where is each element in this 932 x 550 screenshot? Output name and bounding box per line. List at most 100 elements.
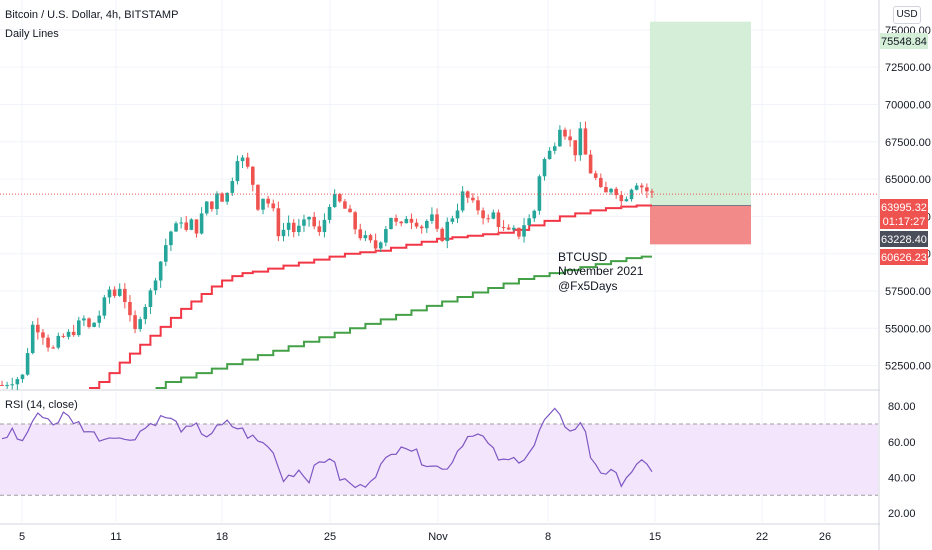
candle-body <box>143 306 148 320</box>
candle-body <box>112 289 117 296</box>
candle-body <box>235 161 240 182</box>
target-tag <box>880 33 928 49</box>
currency-button[interactable]: USD <box>893 6 921 24</box>
candle-body <box>20 374 25 380</box>
candle-body <box>123 288 127 303</box>
candle-body <box>199 213 204 234</box>
candle-body <box>414 222 419 227</box>
candle-body <box>332 194 337 207</box>
target-zone <box>650 21 751 245</box>
candle-body <box>419 226 424 229</box>
last-price-tag <box>880 199 928 229</box>
price-axis[interactable]: 52500.0055000.0057500.0060000.0062500.00… <box>878 0 931 550</box>
candle-body <box>291 222 296 233</box>
rsi-band <box>0 424 878 496</box>
time-axis[interactable]: 5 11 18 25 Nov 8 15 22 26 <box>0 523 880 543</box>
daily-lines <box>89 204 652 389</box>
rsi-tick-label: 40.00 <box>888 472 916 484</box>
candle-body <box>76 320 81 336</box>
candle-body <box>491 212 496 219</box>
price-tick-label: 55000.00 <box>885 323 931 335</box>
candle-body <box>440 228 444 241</box>
candle-body <box>25 353 30 375</box>
candle-body <box>368 235 373 241</box>
candle-body <box>215 193 219 210</box>
candle-body <box>517 227 521 237</box>
rsi-tick-label: 80.00 <box>888 401 916 413</box>
candle-body <box>148 290 153 307</box>
annotation-line-2: November 2021 <box>558 264 644 278</box>
candle-body <box>286 222 291 230</box>
candle-body <box>184 222 189 230</box>
time-tick-label: 18 <box>216 531 228 543</box>
candle-body <box>87 318 91 327</box>
target-tag-label: 75548.84 <box>881 36 927 48</box>
rsi-legend[interactable]: RSI (14, close) <box>5 399 78 411</box>
time-tick-label: 22 <box>756 531 768 543</box>
candle-body <box>537 176 542 211</box>
candle-body <box>394 217 398 222</box>
candle-body <box>56 335 61 348</box>
candle-body <box>384 229 388 243</box>
candle-body <box>348 208 352 213</box>
candle-body <box>312 216 317 227</box>
candle-body <box>378 242 383 249</box>
rsi-line <box>1 407 653 489</box>
candle-body <box>645 187 649 192</box>
price-tags: 75548.84 63995.32 01:17:27 63228.40 6062… <box>880 33 928 265</box>
candle-body <box>15 379 20 385</box>
symbol-legend[interactable]: Bitcoin / U.S. Dollar, 4h, BITSTAMP <box>5 9 179 21</box>
candle-body <box>558 129 562 147</box>
daily-line-red <box>89 204 652 389</box>
candle-body <box>629 189 634 200</box>
time-tick-label: Nov <box>428 531 448 543</box>
candle-body <box>256 184 260 210</box>
candle-body <box>10 384 15 386</box>
candle-body <box>0 385 4 387</box>
candle-body <box>250 166 255 185</box>
target-zone-rect <box>650 21 751 206</box>
candle-body <box>430 214 434 221</box>
candle-body <box>92 322 96 327</box>
stop-tag <box>880 249 928 265</box>
candle-body <box>624 199 629 202</box>
candle-body <box>245 157 250 167</box>
candle-body <box>527 218 531 226</box>
candle-body <box>82 318 86 321</box>
countdown-label: 01:17:27 <box>883 216 926 228</box>
candle-body <box>317 226 322 233</box>
rsi-pane <box>0 407 878 496</box>
candle-body <box>51 347 55 349</box>
candle-body <box>650 191 654 193</box>
annotation-line-3: @Fx5Days <box>558 279 618 293</box>
candle-body <box>465 191 470 198</box>
candle-body <box>568 136 572 141</box>
candle-body <box>46 337 50 348</box>
candle-body <box>399 221 404 224</box>
candle-body <box>276 208 281 237</box>
candle-body <box>460 191 465 211</box>
candle-body <box>450 218 455 222</box>
candle-body <box>358 229 363 239</box>
candle-body <box>194 219 199 234</box>
annotation-line-1: BTCUSD <box>558 250 608 264</box>
candle-body <box>547 150 552 160</box>
candle-body <box>578 128 583 156</box>
candle-body <box>583 128 588 155</box>
candle-body <box>240 157 245 162</box>
candle-body <box>389 217 393 230</box>
stop-zone-rect <box>650 205 751 245</box>
candles <box>0 121 654 391</box>
candle-body <box>435 214 439 229</box>
candle-body <box>5 385 9 387</box>
time-tick-label: 25 <box>324 531 336 543</box>
candle-body <box>327 206 332 220</box>
time-tick-label: 5 <box>19 531 25 543</box>
candle-body <box>71 331 76 336</box>
candle-body <box>445 221 450 241</box>
candle-body <box>204 201 209 214</box>
candle-body <box>425 220 429 229</box>
candle-body <box>66 331 71 337</box>
indicator-legend[interactable]: Daily Lines <box>5 28 59 40</box>
